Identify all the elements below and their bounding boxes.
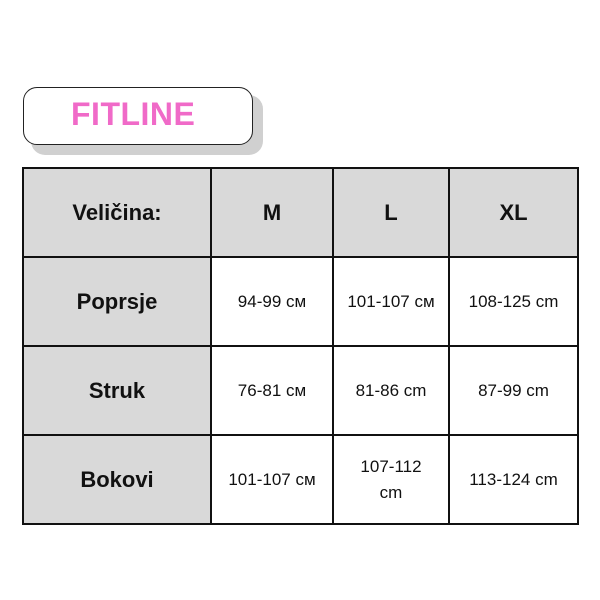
table-cell: 107-112 cm (332, 434, 450, 525)
table-cell: 76-81 см (210, 345, 334, 436)
table-cell: 94-99 см (210, 256, 334, 347)
header-size-m: M (210, 167, 334, 258)
header-size-xl: XL (448, 167, 579, 258)
brand-title: FITLINE (71, 96, 196, 132)
table-cell: 108-125 cm (448, 256, 579, 347)
table-cell: 101-107 см (332, 256, 450, 347)
table-cell: 87-99 cm (448, 345, 579, 436)
size-chart-table: Veličina: M L XL Poprsje 94-99 см 101-10… (22, 167, 579, 525)
table-cell: 113-124 cm (448, 434, 579, 525)
table-header-row: Veličina: M L XL (22, 167, 579, 258)
table-row: Poprsje 94-99 см 101-107 см 108-125 cm (22, 256, 579, 347)
table-cell: 101-107 см (210, 434, 334, 525)
row-label: Bokovi (22, 434, 212, 525)
table-row: Bokovi 101-107 см 107-112 cm 113-124 cm (22, 434, 579, 525)
row-label: Poprsje (22, 256, 212, 347)
brand-badge: FITLINE (23, 87, 253, 145)
row-label: Struk (22, 345, 212, 436)
header-size-label: Veličina: (22, 167, 212, 258)
header-size-l: L (332, 167, 450, 258)
table-cell: 81-86 cm (332, 345, 450, 436)
table-row: Struk 76-81 см 81-86 cm 87-99 cm (22, 345, 579, 436)
